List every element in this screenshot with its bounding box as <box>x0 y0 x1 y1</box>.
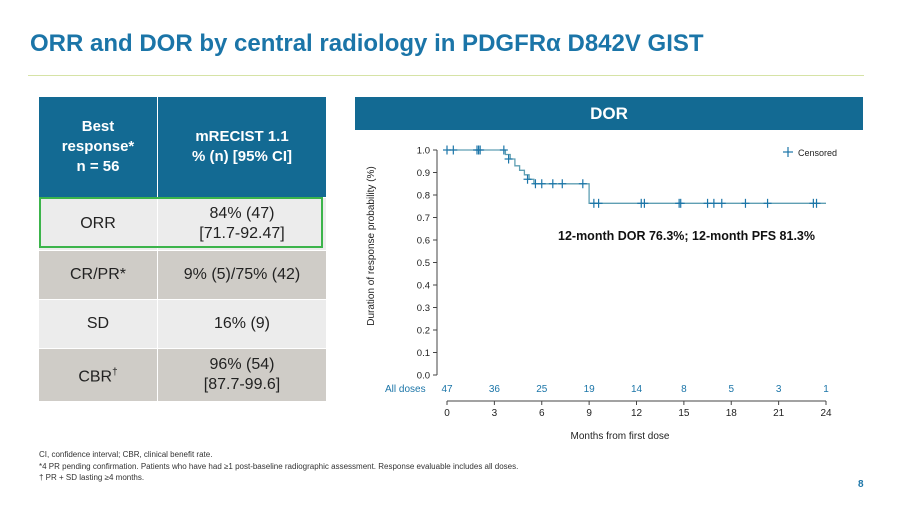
at-risk-count: 14 <box>631 384 643 395</box>
y-tick-label: 0.4 <box>417 281 430 292</box>
legend-label: Censored <box>798 148 837 158</box>
x-tick-label: 24 <box>820 408 832 419</box>
row-value: 9% (5)/75% (42) <box>157 250 326 300</box>
legend-censor-marker <box>783 147 793 157</box>
at-risk-count: 8 <box>681 384 687 395</box>
censor-mark <box>709 198 718 208</box>
y-tick-label: 0.1 <box>417 348 430 359</box>
header-line: Best <box>81 118 115 135</box>
row-value: 84% (47) [71.7-92.47] <box>157 197 326 251</box>
y-tick-label: 0.0 <box>417 371 430 382</box>
at-risk-count: 3 <box>776 384 782 395</box>
at-risk-count: 25 <box>536 384 548 395</box>
x-tick-label: 9 <box>586 408 592 419</box>
censor-mark <box>717 198 726 208</box>
row-label-sup: † <box>112 366 118 378</box>
x-axis-label: Months from first dose <box>571 431 670 442</box>
footnotes: CI, confidence interval; CBR, clinical b… <box>39 449 518 484</box>
row-label: ORR <box>39 197 158 251</box>
x-tick-label: 6 <box>539 408 545 419</box>
censor-mark <box>763 198 772 208</box>
row-label-main: CBR <box>78 368 113 386</box>
censor-mark <box>640 198 649 208</box>
value-line: 96% (54) <box>209 356 275 373</box>
y-tick-label: 0.3 <box>417 303 430 314</box>
x-tick-label: 0 <box>444 408 450 419</box>
table-row-orr: ORR 84% (47) [71.7-92.47] <box>39 197 326 251</box>
chart-plot-area <box>443 145 826 208</box>
value-line: [71.7-92.47] <box>199 225 285 242</box>
censor-mark <box>537 179 546 189</box>
censor-mark <box>523 174 532 184</box>
header-mrecist: mRECIST 1.1 % (n) [95% CI] <box>157 97 326 198</box>
response-table: Best response* n = 56 mRECIST 1.1 % (n) … <box>39 97 326 401</box>
title-divider <box>28 75 864 76</box>
at-risk-count: 47 <box>441 384 453 395</box>
value-line: 16% (9) <box>213 315 271 332</box>
censor-mark <box>499 145 508 155</box>
header-best-response: Best response* n = 56 <box>39 97 158 198</box>
x-tick-label: 18 <box>726 408 738 419</box>
at-risk-counts: 47 36 25 19 14 8 5 3 1 <box>441 384 829 395</box>
table-row-sd: SD 16% (9) <box>39 299 326 349</box>
y-tick-label: 0.6 <box>417 236 430 247</box>
value-line: 84% (47) <box>209 205 275 222</box>
censor-mark <box>504 154 513 164</box>
header-line: % (n) [95% CI] <box>191 148 292 165</box>
censor-mark <box>594 198 603 208</box>
value-line: [87.7-99.6] <box>203 376 281 393</box>
row-label: SD <box>39 299 158 349</box>
chart-annotation: 12-month DOR 76.3%; 12-month PFS 81.3% <box>558 229 815 243</box>
dor-panel-title: DOR <box>355 97 863 130</box>
censor-mark <box>676 198 685 208</box>
footnote: † PR + SD lasting ≥4 months. <box>39 473 145 482</box>
x-tick-label: 15 <box>678 408 690 419</box>
y-tick-label: 0.9 <box>417 168 430 179</box>
km-curve <box>447 149 826 204</box>
at-risk-label: All doses <box>385 384 426 395</box>
km-chart: 0.00.10.20.30.40.50.60.70.80.91.00 3 6 9 12 1… <box>366 145 837 442</box>
table-header-row: Best response* n = 56 mRECIST 1.1 % (n) … <box>39 97 326 198</box>
row-label: CBR† <box>39 348 158 401</box>
table-row-cr-pr: CR/PR* 9% (5)/75% (42) <box>39 250 326 300</box>
chart-legend: Censored <box>783 147 837 158</box>
at-risk-count: 19 <box>584 384 596 395</box>
x-tick-label: 21 <box>773 408 785 419</box>
y-tick-label: 1.0 <box>417 146 430 157</box>
at-risk-count: 5 <box>728 384 734 395</box>
header-line: mRECIST 1.1 <box>195 128 289 145</box>
chart-axes: 0.00.10.20.30.40.50.60.70.80.91.00 3 6 9 12 1… <box>417 146 832 420</box>
x-tick-label: 12 <box>631 408 643 419</box>
header-line: n = 56 <box>76 158 120 175</box>
censor-mark <box>476 145 485 155</box>
censor-mark <box>812 198 821 208</box>
y-tick-label: 0.5 <box>417 258 430 269</box>
censor-mark <box>741 198 750 208</box>
at-risk-count: 1 <box>823 384 829 395</box>
header-line: response* <box>61 138 135 155</box>
y-tick-label: 0.8 <box>417 191 430 202</box>
row-value: 96% (54) [87.7-99.6] <box>157 348 326 401</box>
page-number: 8 <box>858 479 864 490</box>
slide-title: ORR and DOR by central radiology in PDGF… <box>30 30 704 57</box>
value-line: 9% (5)/75% (42) <box>183 266 301 283</box>
y-axis-label: Duration of response probability (%) <box>366 166 377 326</box>
censor-mark <box>548 179 557 189</box>
row-label: CR/PR* <box>39 250 158 300</box>
footnote: CI, confidence interval; CBR, clinical b… <box>39 450 213 459</box>
footnote: *4 PR pending confirmation. Patients who… <box>39 461 519 471</box>
x-tick-label: 3 <box>492 408 498 419</box>
y-tick-label: 0.2 <box>417 326 430 337</box>
table-row-cbr: CBR† 96% (54) [87.7-99.6] <box>39 348 326 401</box>
y-tick-label: 0.7 <box>417 213 430 224</box>
row-value: 16% (9) <box>157 299 326 349</box>
censor-mark <box>449 145 458 155</box>
censor-mark <box>558 179 567 189</box>
censor-mark <box>578 179 587 189</box>
at-risk-count: 36 <box>489 384 501 395</box>
